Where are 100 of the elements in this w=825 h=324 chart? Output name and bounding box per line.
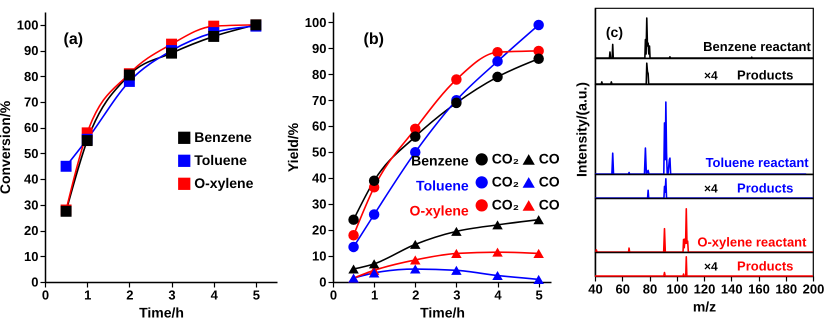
x-tick-label: 3 bbox=[453, 288, 461, 302]
x-axis-title: Time/h bbox=[139, 304, 184, 320]
y-tick-label: 100 bbox=[304, 14, 326, 30]
point bbox=[451, 266, 462, 275]
y-axis-title: Yield/% bbox=[284, 122, 301, 172]
x-tick-label: 4 bbox=[210, 288, 219, 302]
y-axis-title: Conversion/% bbox=[0, 100, 13, 194]
y-tick-label: 60 bbox=[24, 120, 38, 136]
y-tick-label: 90 bbox=[24, 43, 38, 58]
legend-label: CO bbox=[538, 173, 560, 190]
x-tick-label: 0 bbox=[330, 288, 338, 302]
annotation: ×4 bbox=[704, 68, 718, 83]
y-tick-label: 30 bbox=[312, 196, 326, 212]
annotation: ×4 bbox=[704, 259, 718, 274]
y-tick-label: 10 bbox=[24, 248, 38, 264]
point bbox=[451, 74, 462, 85]
point bbox=[60, 160, 72, 172]
point bbox=[410, 264, 421, 274]
point bbox=[533, 274, 544, 284]
point bbox=[348, 214, 359, 225]
y-tick-label: 70 bbox=[24, 94, 38, 110]
x-tick-label: 1 bbox=[84, 288, 92, 302]
x-tick-label: 40 bbox=[588, 282, 603, 296]
legend-label: CO bbox=[538, 196, 560, 212]
point bbox=[451, 248, 462, 258]
legend-label: CO₂ bbox=[492, 150, 519, 166]
x-tick-label: 60 bbox=[616, 282, 630, 296]
x-tick-label: 2 bbox=[412, 288, 420, 302]
point bbox=[492, 248, 503, 257]
y-tick-label: 60 bbox=[312, 118, 326, 134]
point bbox=[348, 242, 359, 252]
y-tick-label: 30 bbox=[24, 197, 38, 212]
point bbox=[492, 220, 503, 230]
annotation: (b) bbox=[364, 31, 384, 48]
annotation: Products bbox=[737, 180, 794, 196]
annotation: (c) bbox=[606, 24, 624, 40]
annotation: O-xylene bbox=[410, 202, 469, 218]
x-tick-label: 80 bbox=[642, 282, 658, 296]
x-axis-title: m/z bbox=[692, 298, 716, 314]
y-tick-label: 80 bbox=[24, 68, 38, 84]
point bbox=[368, 209, 380, 220]
x-tick-label: 160 bbox=[748, 282, 770, 296]
point bbox=[410, 255, 421, 264]
annotation: Products bbox=[737, 68, 794, 83]
y-tick-label: 80 bbox=[312, 66, 326, 82]
point bbox=[533, 215, 544, 224]
y-tick-label: 100 bbox=[16, 17, 38, 32]
y-tick-label: 40 bbox=[312, 170, 326, 186]
point bbox=[451, 98, 462, 108]
legend-label: Benzene bbox=[194, 128, 252, 145]
annotation: Benzene bbox=[411, 152, 469, 168]
legend-label: O-xylene bbox=[194, 174, 254, 191]
x-tick-label: 3 bbox=[168, 288, 176, 302]
point bbox=[368, 176, 380, 186]
point bbox=[410, 240, 421, 249]
point bbox=[533, 20, 544, 30]
annotation: Products bbox=[737, 258, 794, 274]
x-tick-label: 120 bbox=[694, 282, 716, 296]
point bbox=[533, 248, 544, 258]
x-tick-label: 5 bbox=[536, 288, 543, 302]
annotation: Benzene reactant bbox=[703, 39, 812, 54]
point bbox=[492, 47, 503, 58]
legend-label: CO₂ bbox=[492, 173, 519, 190]
x-tick-label: 5 bbox=[252, 288, 260, 302]
annotation: Toluene bbox=[416, 177, 469, 194]
legend-label: CO₂ bbox=[492, 196, 519, 212]
point bbox=[533, 53, 544, 64]
x-tick-label: 100 bbox=[666, 282, 688, 296]
point bbox=[166, 48, 178, 59]
y-tick-label: 90 bbox=[312, 40, 326, 56]
point bbox=[348, 230, 359, 241]
x-axis-title: Time/h bbox=[420, 304, 465, 320]
annotation: Toluene reactant bbox=[706, 155, 810, 170]
point bbox=[368, 259, 380, 268]
x-tick-label: 180 bbox=[775, 282, 798, 296]
x-tick-label: 4 bbox=[494, 288, 502, 302]
x-tick-label: 0 bbox=[42, 288, 50, 302]
y-tick-label: 40 bbox=[24, 172, 38, 187]
y-tick-label: 20 bbox=[312, 222, 326, 238]
annotation: (a) bbox=[64, 31, 84, 48]
annotation: ×4 bbox=[704, 181, 718, 196]
x-tick-label: 2 bbox=[126, 288, 134, 302]
y-tick-label: 20 bbox=[24, 223, 38, 238]
annotation: O-xylene reactant bbox=[697, 234, 808, 250]
point bbox=[492, 270, 503, 280]
y-tick-label: 50 bbox=[312, 144, 326, 160]
point bbox=[208, 30, 220, 42]
point bbox=[492, 56, 503, 67]
y-tick-label: 70 bbox=[312, 92, 326, 108]
point bbox=[410, 131, 421, 142]
point bbox=[451, 226, 462, 236]
point bbox=[492, 72, 503, 82]
y-axis-title: Intensity/(a.u.) bbox=[574, 82, 590, 177]
legend-label: Toluene bbox=[194, 152, 248, 168]
x-tick-label: 140 bbox=[720, 282, 743, 296]
x-tick-label: 200 bbox=[802, 282, 824, 296]
x-tick-label: 1 bbox=[371, 288, 378, 302]
point bbox=[348, 264, 359, 274]
legend-label: CO bbox=[538, 150, 560, 166]
y-tick-label: 50 bbox=[24, 146, 38, 161]
